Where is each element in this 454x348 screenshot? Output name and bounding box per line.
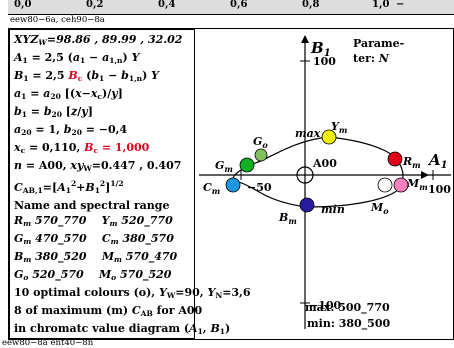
formula-line-15: 10 optimal colours (o), YW=90, YN=3,6 bbox=[14, 286, 251, 300]
caption-bottom: eew80−8a ent40−8n bbox=[2, 338, 94, 348]
point-ym bbox=[321, 129, 337, 145]
point-bm bbox=[299, 197, 315, 213]
origin-marker bbox=[296, 166, 314, 184]
formula-line-11: Rm 570_770 Ym 520_770 bbox=[14, 214, 173, 228]
label-bm: Bm bbox=[278, 211, 297, 226]
formula-line-2: A1 = 2,5 (a1 − a1,n) Y bbox=[14, 51, 140, 65]
formula-line-9: CAB,1=[A12+B12]1/2 bbox=[14, 179, 124, 195]
formula-line-8: n = A00, xyW=0.447 , 0.407 bbox=[14, 159, 182, 173]
figure-frame: XYZW=98.86 , 89.99 , 32.02 A1 = 2,5 (a1 … bbox=[8, 28, 454, 340]
formula-line-13: Bm 380_520 Mm 570_470 bbox=[14, 250, 178, 264]
point-mo bbox=[377, 177, 393, 193]
label-gm: Gm bbox=[215, 159, 233, 174]
max-label: max bbox=[295, 127, 321, 140]
point-go bbox=[254, 148, 268, 162]
tick-label-minus100: −100 bbox=[309, 299, 342, 312]
tick-label-minus50: −50 bbox=[247, 181, 272, 194]
tick-label-100-top: 100 bbox=[313, 55, 336, 68]
formula-line-4: a1 = a20 [(x−xc)/y] bbox=[14, 87, 123, 101]
label-ym: Ym bbox=[331, 120, 347, 135]
point-cm bbox=[225, 177, 241, 193]
label-go: Go bbox=[253, 135, 268, 150]
point-rm bbox=[387, 151, 403, 167]
value-header-strip: 0,0 0,2 0,4 0,6 0,8 1,0 − bbox=[8, 0, 454, 15]
formula-line-17: in chromatc value diagram (A1, B1) bbox=[14, 322, 231, 336]
label-rm: Rm bbox=[402, 155, 421, 170]
formula-line-10: Name and spectral range bbox=[14, 199, 170, 212]
formula-line-3: B1 = 2,5 Bc (b1 − b1,n) Y bbox=[14, 69, 160, 83]
header-value-3: 0,6 bbox=[230, 0, 248, 10]
header-value-1: 0,2 bbox=[86, 0, 104, 10]
max-range-label: max: 500_770 bbox=[305, 301, 390, 315]
origin-label: A00 bbox=[312, 157, 337, 170]
point-mm bbox=[393, 177, 409, 193]
formula-line-14: Go 520_570 Mo 570_520 bbox=[14, 268, 172, 282]
parameter-label-2: ter: N bbox=[353, 52, 390, 65]
header-suffix: − bbox=[396, 0, 405, 10]
min-label: min bbox=[321, 203, 345, 216]
header-value-5: 1,0 bbox=[372, 0, 390, 10]
label-mm: Mm bbox=[406, 177, 428, 192]
parameter-label: Parame- bbox=[353, 37, 404, 50]
formula-line-6: a20 = 1, b20 = −0,4 bbox=[14, 123, 128, 137]
formula-line-12: Gm 470_570 Cm 380_570 bbox=[14, 232, 174, 246]
chromatic-diagram: B1 A1 Parame- ter: N 100 100 −50 −100 A0… bbox=[195, 29, 453, 339]
header-value-2: 0,4 bbox=[158, 0, 176, 10]
a1-arrow-icon bbox=[421, 171, 429, 179]
caption-top: eew80−6a, ceh90−8a bbox=[10, 15, 105, 25]
header-value-4: 0,8 bbox=[302, 0, 320, 10]
formula-panel: XYZW=98.86 , 89.99 , 32.02 A1 = 2,5 (a1 … bbox=[9, 29, 251, 339]
min-range-label: min: 380_500 bbox=[307, 317, 390, 331]
diagram-svg: B1 A1 Parame- ter: N 100 100 −50 −100 A0… bbox=[199, 35, 451, 331]
formula-line-7: xc = 0,110, Bc = 1,000 bbox=[14, 141, 150, 155]
formula-line-16: 8 of maximum (m) CAB for A00 bbox=[14, 304, 203, 318]
axis-a1-label: A1 bbox=[427, 151, 448, 171]
tick-label-100-right: 100 bbox=[428, 183, 451, 196]
point-gm bbox=[239, 157, 255, 173]
formula-line-1: XYZW=98.86 , 89.99 , 32.02 bbox=[14, 33, 183, 47]
formula-line-5: b1 = b20 [z/y] bbox=[14, 105, 93, 119]
b1-arrow-icon bbox=[301, 35, 309, 43]
label-cm: Cm bbox=[203, 181, 220, 196]
label-mo: Mo bbox=[370, 201, 389, 216]
header-value-0: 0,0 bbox=[14, 0, 32, 10]
